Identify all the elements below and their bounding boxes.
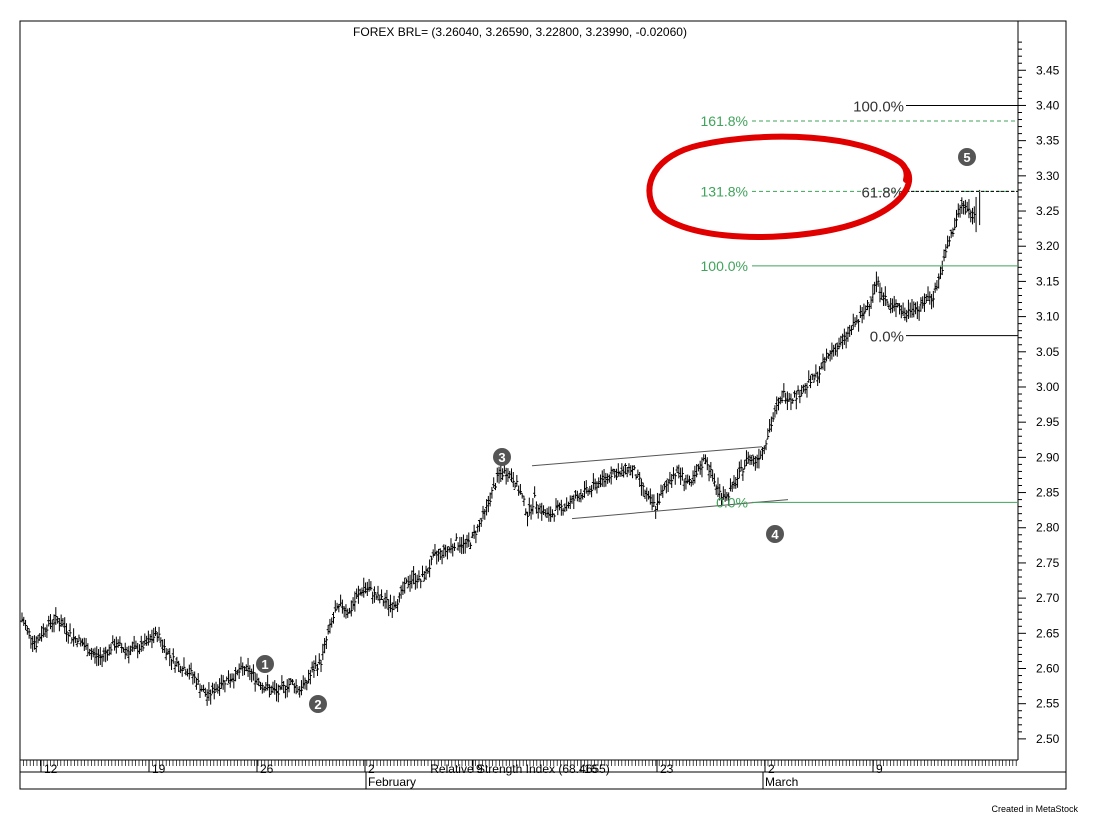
y-tick-label: 2.75	[1036, 556, 1060, 570]
y-tick-label: 2.85	[1036, 486, 1060, 500]
y-axis: 2.50 2.55 2.60 2.65 2.70 2.75 2.80 2.85 2.90 2.95…	[1018, 41, 1060, 746]
y-tick-label: 2.65	[1036, 626, 1060, 640]
y-tick-label: 2.55	[1036, 697, 1060, 711]
x-day-label: 12	[44, 762, 58, 776]
x-month-label: March	[765, 775, 798, 789]
wave-marker-label: 3	[498, 450, 505, 465]
y-tick-label: 3.40	[1036, 98, 1060, 112]
y-tick-label: 3.20	[1036, 239, 1060, 253]
y-tick-label: 3.10	[1036, 310, 1060, 324]
chart-title: FOREX BRL= (3.26040, 3.26590, 3.22800, 3…	[353, 25, 687, 39]
y-tick-label: 3.15	[1036, 274, 1060, 288]
chart-frame	[19, 20, 1067, 790]
wave-marker-circle	[958, 148, 976, 166]
y-tick-label: 2.90	[1036, 450, 1060, 464]
fibonacci-levels: 161.8% 131.8% 100.0% 0.0% 100.0% 61.8% 0.0%	[701, 98, 1018, 510]
x-day-label: 2	[368, 762, 375, 776]
footer-note: Created in MetaStock	[991, 804, 1078, 814]
channel-upper	[531, 446, 763, 467]
fib-gray-label: 0.0%	[870, 329, 904, 346]
y-tick-label: 2.80	[1036, 521, 1060, 535]
y-tick-label: 3.05	[1036, 345, 1060, 359]
fib-green-label: 161.8%	[701, 113, 748, 129]
x-day-label: 9	[476, 762, 483, 776]
fib-gray-label: 100.0%	[853, 98, 904, 115]
y-tick-label: 3.00	[1036, 380, 1060, 394]
highlight-ellipse	[646, 133, 913, 240]
y-tick-label: 3.25	[1036, 204, 1060, 218]
wave-marker-label: 4	[771, 527, 779, 542]
y-tick-label: 3.30	[1036, 169, 1060, 183]
wave-marker-label: 5	[963, 150, 970, 165]
price-bars	[20, 189, 981, 706]
x-axis: 12 19 26 2 9 16 23 2 9 February March	[19, 760, 1017, 789]
x-day-label: 16	[584, 762, 598, 776]
wave-marker-label: 1	[261, 657, 268, 672]
x-day-label: 23	[660, 762, 674, 776]
y-tick-label: 2.95	[1036, 415, 1060, 429]
wave-marker-circle	[766, 525, 784, 543]
wave-marker-label: 2	[314, 697, 321, 712]
y-tick-label: 3.45	[1036, 63, 1060, 77]
x-day-label: 26	[260, 762, 274, 776]
wave-marker-circle	[256, 655, 274, 673]
y-tick-label: 3.35	[1036, 134, 1060, 148]
fib-green-label: 100.0%	[701, 258, 748, 274]
wave-marker-circle	[493, 448, 511, 466]
fib-green-label: 131.8%	[701, 183, 748, 199]
x-day-label: 9	[876, 762, 883, 776]
rsi-label: Relative Strength Index (68.4655)	[430, 762, 609, 776]
wave-marker-circle	[309, 695, 327, 713]
fib-gray-label: 61.8%	[861, 184, 904, 201]
y-tick-label: 2.60	[1036, 662, 1060, 676]
wave-markers: 1 2 3 4 5	[256, 148, 976, 713]
fib-green-label: 0.0%	[716, 494, 748, 510]
y-tick-label: 2.70	[1036, 591, 1060, 605]
y-tick-label: 2.50	[1036, 732, 1060, 746]
x-month-label: February	[368, 775, 416, 789]
x-day-label: 2	[768, 762, 775, 776]
x-day-label: 19	[152, 762, 166, 776]
